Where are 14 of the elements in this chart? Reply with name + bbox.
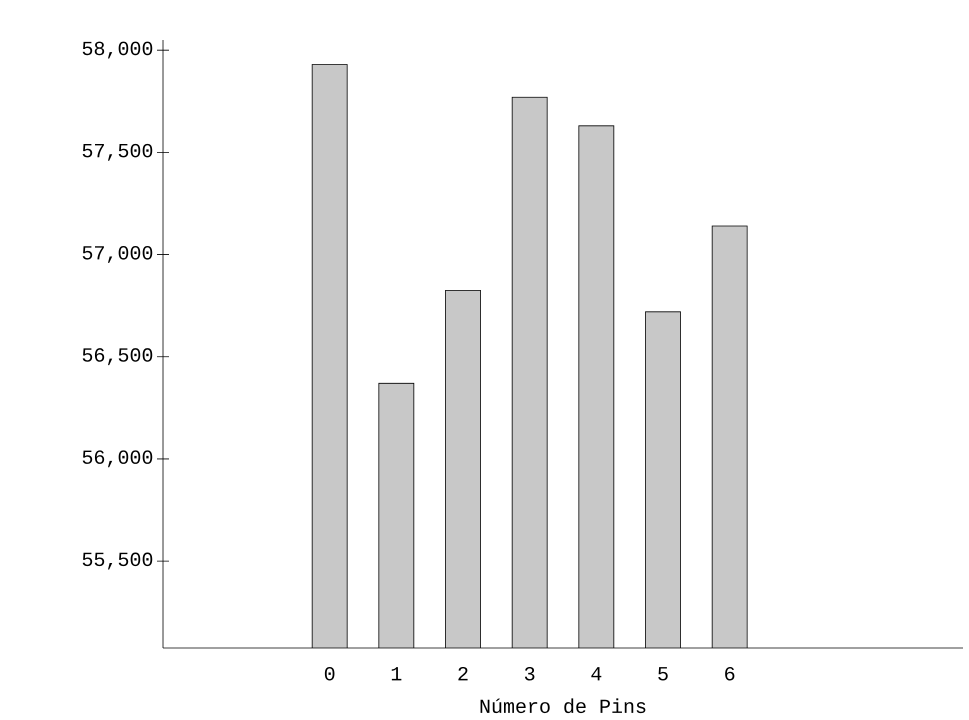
x-tick-label: 0 — [324, 666, 334, 681]
y-tick-label: 57,500 — [82, 144, 152, 161]
y-tick-label: 55,500 — [82, 552, 152, 570]
y-tick-label: 56,500 — [82, 348, 152, 366]
x-tick-label: 2 — [458, 666, 468, 680]
y-tick-label: 56,000 — [82, 450, 152, 468]
x-axis-title: Número de Pins — [480, 698, 646, 714]
x-tick-label: 5 — [658, 667, 668, 681]
y-tick-label: 57,000 — [82, 246, 152, 263]
y-tick-label: 58,000 — [82, 42, 152, 59]
x-tick-label: 6 — [725, 666, 734, 681]
x-tick-label: 4 — [591, 667, 602, 680]
x-tick-label: 1 — [392, 667, 402, 680]
x-tick-label: 3 — [524, 666, 534, 681]
